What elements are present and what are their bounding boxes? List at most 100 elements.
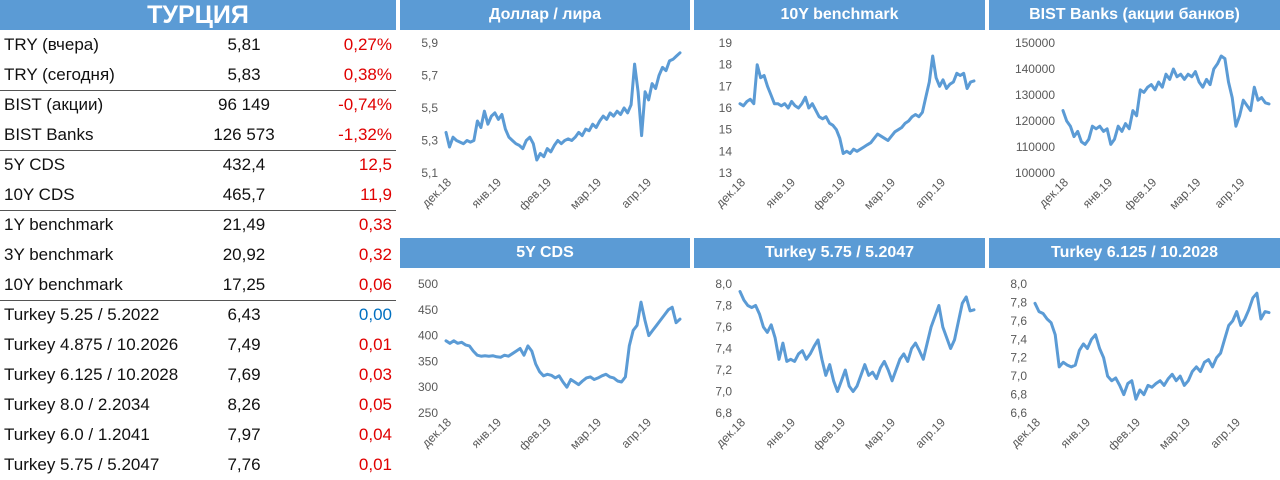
y-tick-label: 7,4 <box>1010 332 1027 346</box>
y-tick-label: 150000 <box>1015 36 1055 50</box>
x-tick-label: апр.19 <box>618 415 654 451</box>
table-row: 1Y benchmark 21,49 0,33 <box>0 210 396 240</box>
row-value: 20,92 <box>222 245 266 264</box>
y-tick-label: 300 <box>418 380 438 394</box>
chart-5y-cds: 5Y CDS 500 450 400 350 300 250 дек.18 янв.19 фев… <box>400 238 690 475</box>
table-row: Turkey 5.75 / 5.2047 7,76 0,01 <box>0 450 396 480</box>
x-tick-label: фев.19 <box>810 415 848 453</box>
y-tick-label: 110000 <box>1016 140 1055 154</box>
y-tick-label: 7,8 <box>1010 295 1027 309</box>
chart-turkey-2028: Turkey 6.125 / 10.2028 8,0 7,8 7,6 7,4 7,2 7,… <box>989 238 1280 475</box>
row-name: Turkey 5.25 / 5.2022 <box>4 305 160 324</box>
y-tick-label: 500 <box>418 277 438 291</box>
x-tick-label: фев.19 <box>1121 175 1159 213</box>
x-tick-label: мар.19 <box>567 175 604 212</box>
x-tick-label: апр.19 <box>1207 415 1243 451</box>
row-name: Turkey 5.75 / 5.2047 <box>4 455 160 474</box>
row-name: 1Y benchmark <box>4 215 114 234</box>
chart-title: 10Y benchmark <box>694 0 985 30</box>
row-change: 11,9 <box>360 185 392 204</box>
chart-title: Доллар / лира <box>400 0 690 30</box>
row-name: BIST Banks <box>4 125 94 144</box>
y-tick-label: 8,0 <box>1010 277 1027 291</box>
table-row: Turkey 6.125 / 10.2028 7,69 0,03 <box>0 360 396 390</box>
row-name: TRY (сегодня) <box>4 65 115 84</box>
x-tick-label: дек.18 <box>419 175 454 210</box>
series-line <box>1033 291 1271 401</box>
chart-usd-try: Доллар / лира 5,9 5,7 5,5 5,3 5,1 дек.18 янв.1… <box>400 0 690 238</box>
row-value: 8,26 <box>227 395 261 414</box>
row-value: 21,49 <box>222 215 266 234</box>
x-tick-label: апр.19 <box>912 415 948 451</box>
x-tick-label: дек.18 <box>713 175 748 210</box>
x-tick-label: фев.19 <box>810 175 848 213</box>
row-name: Turkey 6.0 / 1.2041 <box>4 425 150 444</box>
y-tick-label: 18 <box>719 58 733 72</box>
row-change: 0,00 <box>358 305 392 324</box>
row-value: 96 149 <box>218 95 270 114</box>
y-tick-label: 6,8 <box>1010 388 1027 402</box>
chart-title: Turkey 6.125 / 10.2028 <box>989 238 1280 268</box>
table-row: 10Y CDS 465,7 11,9 <box>0 180 396 210</box>
y-tick-label: 250 <box>418 406 438 420</box>
x-tick-label: янв.19 <box>763 415 799 451</box>
x-tick-label: дек.18 <box>713 415 748 450</box>
y-tick-label: 13 <box>719 166 733 180</box>
row-value: 465,7 <box>222 185 266 204</box>
series-line <box>444 51 682 162</box>
table-row: 5Y CDS 432,4 12,5 <box>0 150 396 180</box>
row-name: TRY (вчера) <box>4 35 99 54</box>
y-tick-label: 6,6 <box>1010 406 1027 420</box>
series-line <box>738 54 976 155</box>
row-change: 0,32 <box>358 245 392 264</box>
y-tick-label: 350 <box>418 354 438 368</box>
x-tick-label: апр.19 <box>912 175 948 211</box>
y-tick-label: 5,9 <box>421 36 438 50</box>
x-tick-label: янв.19 <box>1080 175 1116 211</box>
table-title: ТУРЦИЯ <box>0 0 396 30</box>
table-row: Turkey 6.0 / 1.2041 7,97 0,04 <box>0 420 396 450</box>
y-tick-label: 15 <box>719 123 733 137</box>
y-tick-label: 7,4 <box>715 342 732 356</box>
y-tick-label: 17 <box>719 79 733 93</box>
y-tick-label: 7,0 <box>1010 369 1027 383</box>
y-tick-label: 7,2 <box>1010 351 1027 365</box>
row-change: 0,38% <box>343 65 392 84</box>
x-tick-label: фев.19 <box>516 175 554 213</box>
y-tick-label: 400 <box>418 329 438 343</box>
chart-title: Turkey 5.75 / 5.2047 <box>694 238 985 268</box>
y-tick-label: 14 <box>719 144 733 158</box>
row-change: 0,27% <box>343 35 392 54</box>
x-tick-label: янв.19 <box>763 175 799 211</box>
chart-bist-banks: BIST Banks (акции банков) 150000 140000 13… <box>989 0 1280 238</box>
y-tick-label: 7,0 <box>715 385 732 399</box>
x-tick-label: дек.18 <box>1036 175 1071 210</box>
x-tick-label: мар.19 <box>1156 415 1193 452</box>
y-tick-label: 130000 <box>1015 88 1055 102</box>
row-value: 7,76 <box>227 455 261 474</box>
y-tick-label: 100000 <box>1015 166 1055 180</box>
row-name: BIST (акции) <box>4 95 104 114</box>
y-tick-label: 7,2 <box>715 363 732 377</box>
row-value: 126 573 <box>213 125 275 144</box>
row-change: 0,01 <box>358 335 392 354</box>
y-tick-label: 19 <box>719 36 733 50</box>
x-tick-label: мар.19 <box>861 415 898 452</box>
y-tick-label: 7,6 <box>715 320 732 334</box>
chart-10y-benchmark: 10Y benchmark 19 18 17 16 15 14 13 дек.18 янв.19… <box>694 0 985 238</box>
row-name: 5Y CDS <box>4 155 66 174</box>
row-name: 10Y CDS <box>4 185 75 204</box>
table-row: BIST Banks 126 573 -1,32% <box>0 120 396 150</box>
series-line <box>1061 54 1271 146</box>
row-value: 432,4 <box>222 155 266 174</box>
series-line <box>444 300 682 389</box>
row-change: 0,05 <box>358 395 392 414</box>
y-tick-label: 5,3 <box>421 134 438 148</box>
y-tick-label: 16 <box>719 101 733 115</box>
row-value: 17,25 <box>222 275 266 294</box>
table-row: TRY (вчера) 5,81 0,27% <box>0 30 396 60</box>
row-name: Turkey 4.875 / 10.2026 <box>4 335 179 354</box>
y-tick-label: 5,1 <box>421 166 438 180</box>
x-tick-label: мар.19 <box>567 415 604 452</box>
